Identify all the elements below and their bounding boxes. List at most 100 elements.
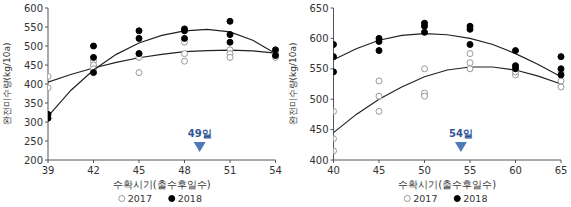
scatter-point [91, 70, 97, 76]
y-tick [45, 8, 48, 9]
scatter-point [273, 53, 279, 59]
annotation-marker [194, 142, 206, 152]
scatter-point [422, 66, 428, 72]
y-tick-label: 350 [24, 98, 43, 109]
scatter-point [467, 51, 473, 57]
y-tick [45, 65, 48, 66]
x-tick-label: 54 [269, 165, 282, 176]
scatter-point [558, 78, 564, 84]
trend-line [48, 29, 276, 116]
scatter-point [334, 54, 337, 60]
y-tick-label: 600 [24, 3, 43, 14]
scatter-point [558, 66, 564, 72]
legend-label: 2017 [128, 193, 152, 204]
y-tick-label: 400 [309, 155, 328, 166]
scatter-point [513, 48, 519, 54]
trend-line [334, 34, 562, 77]
scatter-point [467, 26, 473, 32]
x-tick [48, 160, 49, 163]
annotation-marker [455, 142, 467, 152]
y-tick [331, 38, 334, 39]
y-tick [331, 99, 334, 100]
y-tick [45, 141, 48, 142]
scatter-point [422, 93, 428, 99]
scatter-point [227, 18, 233, 24]
x-tick-label: 65 [555, 165, 568, 176]
legend-label: 2018 [178, 193, 202, 204]
scatter-point [376, 108, 382, 114]
y-tick-label: 550 [309, 63, 328, 74]
x-tick [515, 160, 516, 163]
chart-panel: 400450500550600650404550556065수확시기(출수후일수… [288, 3, 568, 205]
plot-area [334, 20, 565, 154]
scatter-point [422, 29, 428, 35]
legend-label: 2018 [463, 193, 487, 204]
scatter-point [182, 35, 188, 41]
y-tick-label: 600 [309, 33, 328, 44]
x-tick [184, 160, 185, 163]
scatter-point [334, 69, 337, 75]
legend-marker [404, 196, 410, 202]
figure: 200 250 300 350 400 450 500 550 600 39 42 45 48 51 54 수… [0, 0, 571, 207]
y-tick [45, 122, 48, 123]
scatter-point [334, 41, 337, 47]
scatter-point [136, 51, 142, 57]
x-axis-label: 수확시기(출수후일수) [398, 179, 496, 190]
scatter-point [91, 43, 97, 49]
scatter-point [136, 70, 142, 76]
scatter-point [136, 35, 142, 41]
scatter-point [273, 47, 279, 53]
x-tick-label: 60 [509, 165, 522, 176]
scatter-point [467, 66, 473, 72]
scatter-point [227, 39, 233, 45]
scatter-point [136, 51, 142, 57]
x-axis [48, 160, 276, 161]
legend-marker [454, 196, 460, 202]
y-tick [331, 129, 334, 130]
scatter-point [513, 66, 519, 72]
scatter-point [182, 28, 188, 34]
plot-area [48, 18, 279, 121]
y-tick [331, 68, 334, 69]
x-tick-label: 51 [224, 165, 237, 176]
scatter-point [467, 60, 473, 66]
scatter-point [376, 78, 382, 84]
x-tick [561, 160, 562, 163]
x-tick-label: 55 [464, 165, 477, 176]
scatter-point [376, 38, 382, 44]
x-tick-label: 39 [42, 165, 55, 176]
x-tick-label: 40 [327, 165, 340, 176]
annotation-text: 49일 [188, 128, 212, 139]
x-tick [93, 160, 94, 163]
y-tick-label: 250 [24, 136, 43, 147]
y-tick-label: 450 [309, 124, 328, 135]
scatter-point [376, 93, 382, 99]
legend-marker [119, 196, 125, 202]
scatter-point [376, 48, 382, 54]
annotation-text: 54일 [449, 128, 473, 139]
chart-panel: 200250300350400450500550600394245485154수… [2, 3, 282, 205]
scatter-point [48, 115, 51, 121]
scatter-point [558, 54, 564, 60]
x-axis [334, 160, 562, 161]
scatter-point [48, 85, 51, 91]
y-tick-label: 200 [24, 155, 43, 166]
legend-label: 2017 [413, 193, 437, 204]
y-tick-label: 400 [24, 79, 43, 90]
x-tick [275, 160, 276, 163]
scatter-point [558, 84, 564, 90]
y-axis-label: 완전미수량(kg/10a) [288, 43, 298, 126]
scatter-point [182, 58, 188, 64]
x-tick-label: 42 [87, 165, 100, 176]
scatter-point [136, 28, 142, 34]
scatter-point [334, 148, 337, 154]
x-tick-label: 48 [178, 165, 191, 176]
scatter-point [558, 72, 564, 78]
y-tick-label: 500 [309, 94, 328, 105]
x-tick-label: 45 [133, 165, 146, 176]
y-tick-label: 300 [24, 117, 43, 128]
y-tick [45, 27, 48, 28]
scatter-point [91, 54, 97, 60]
scatter-point [422, 23, 428, 29]
y-tick [45, 103, 48, 104]
